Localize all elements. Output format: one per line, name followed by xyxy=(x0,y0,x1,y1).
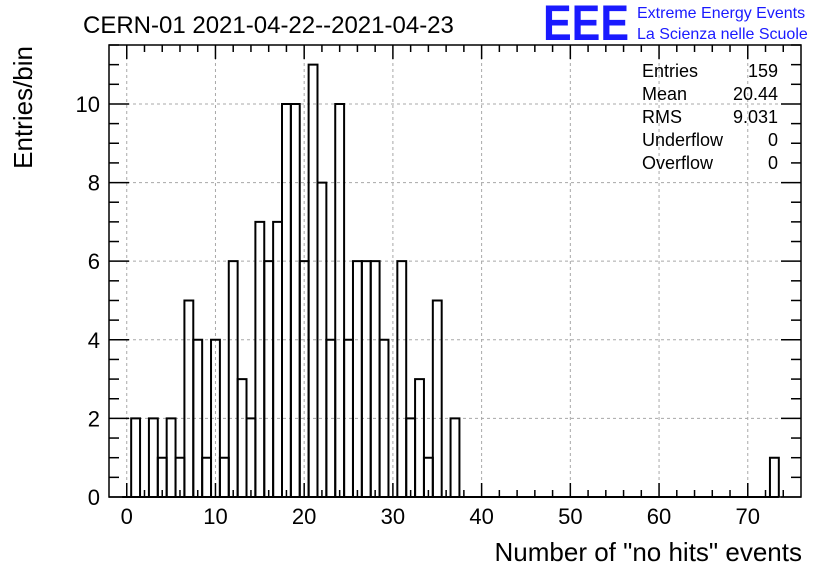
y-axis-title: Entries/bin xyxy=(8,46,38,169)
y-tick-label-2: 4 xyxy=(88,328,100,353)
logo-line-1: Extreme Energy Events xyxy=(637,5,805,22)
histogram-bin-33 xyxy=(414,378,425,497)
y-tick-label-4: 8 xyxy=(88,171,100,196)
x-tick-label-0: 0 xyxy=(121,504,133,529)
x-tick-label-3: 30 xyxy=(381,504,405,529)
chart-title: CERN-01 2021-04-22--2021-04-23 xyxy=(83,12,454,39)
histogram-bin-8 xyxy=(192,338,204,497)
stats-box: Entries 159 Mean 20.44 RMS 9.031 Underfl… xyxy=(642,61,778,173)
eee-logo-mark: EEE xyxy=(543,0,629,51)
histogram-bin-18 xyxy=(281,102,292,497)
tick-labels: 0 10 20 30 40 50 60 70 0 2 4 6 8 10 xyxy=(76,92,760,529)
stats-underflow-value: 0 xyxy=(768,130,778,150)
histogram-bin-28 xyxy=(369,260,381,497)
x-tick-label-6: 60 xyxy=(647,504,671,529)
histogram-bin-37 xyxy=(449,417,461,497)
x-tick-label-4: 40 xyxy=(469,504,493,529)
stats-overflow-value: 0 xyxy=(768,153,778,173)
stats-mean-label: Mean xyxy=(642,84,687,104)
x-tick-label-2: 20 xyxy=(292,504,316,529)
histogram-bin-26 xyxy=(351,260,363,497)
y-tick-label-0: 0 xyxy=(88,485,100,510)
x-tick-label-7: 70 xyxy=(736,504,760,529)
stats-mean-value: 20.44 xyxy=(733,84,778,104)
axis-ticks xyxy=(109,44,801,498)
histogram-bin-11 xyxy=(218,456,230,497)
histogram-bin-9 xyxy=(201,456,213,497)
y-tick-label-3: 6 xyxy=(88,249,100,274)
stats-entries-value: 159 xyxy=(748,61,778,81)
histogram-bin-32 xyxy=(405,417,417,497)
plot-border xyxy=(108,44,802,498)
histogram-bars xyxy=(122,63,780,498)
x-tick-label-5: 50 xyxy=(558,504,582,529)
histogram-bin-31 xyxy=(396,260,408,497)
histogram-bin-7 xyxy=(183,299,195,497)
histogram-bin-1 xyxy=(130,417,142,497)
histogram-bin-15 xyxy=(254,220,266,497)
histogram-bin-73 xyxy=(768,456,780,497)
histogram-bin-5 xyxy=(165,417,177,497)
histogram-bin-27 xyxy=(360,260,372,497)
histogram-bin-3 xyxy=(147,417,159,497)
histogram-bin-13 xyxy=(236,378,248,497)
y-tick-label-5: 10 xyxy=(76,92,100,117)
histogram-bin-29 xyxy=(378,338,390,497)
histogram-bin-19 xyxy=(289,102,301,497)
stats-overflow-label: Overflow xyxy=(642,153,714,173)
x-axis-title: Number of "no hits" events xyxy=(495,537,803,567)
grid-lines xyxy=(109,45,801,498)
y-tick-label-1: 2 xyxy=(88,406,100,431)
logo-line-2: La Scienza nelle Scuole xyxy=(637,26,808,43)
histogram-bin-10 xyxy=(210,338,221,497)
x-tick-label-1: 10 xyxy=(203,504,227,529)
histogram-bin-14 xyxy=(245,417,257,497)
eee-logo: EEE Extreme Energy Events La Scienza nel… xyxy=(543,0,808,51)
stats-underflow-label: Underflow xyxy=(642,130,724,150)
stats-entries-label: Entries xyxy=(642,61,698,81)
stats-rms-label: RMS xyxy=(642,107,682,127)
histogram-bin-24 xyxy=(334,102,346,497)
histogram-bin-21 xyxy=(307,63,319,497)
plot-frame xyxy=(108,44,802,498)
histogram-bin-12 xyxy=(227,260,239,497)
stats-rms-value: 9.031 xyxy=(733,107,778,127)
histogram-bin-17 xyxy=(272,220,283,497)
histogram-bin-35 xyxy=(431,299,443,497)
histogram-bin-16 xyxy=(263,260,275,497)
